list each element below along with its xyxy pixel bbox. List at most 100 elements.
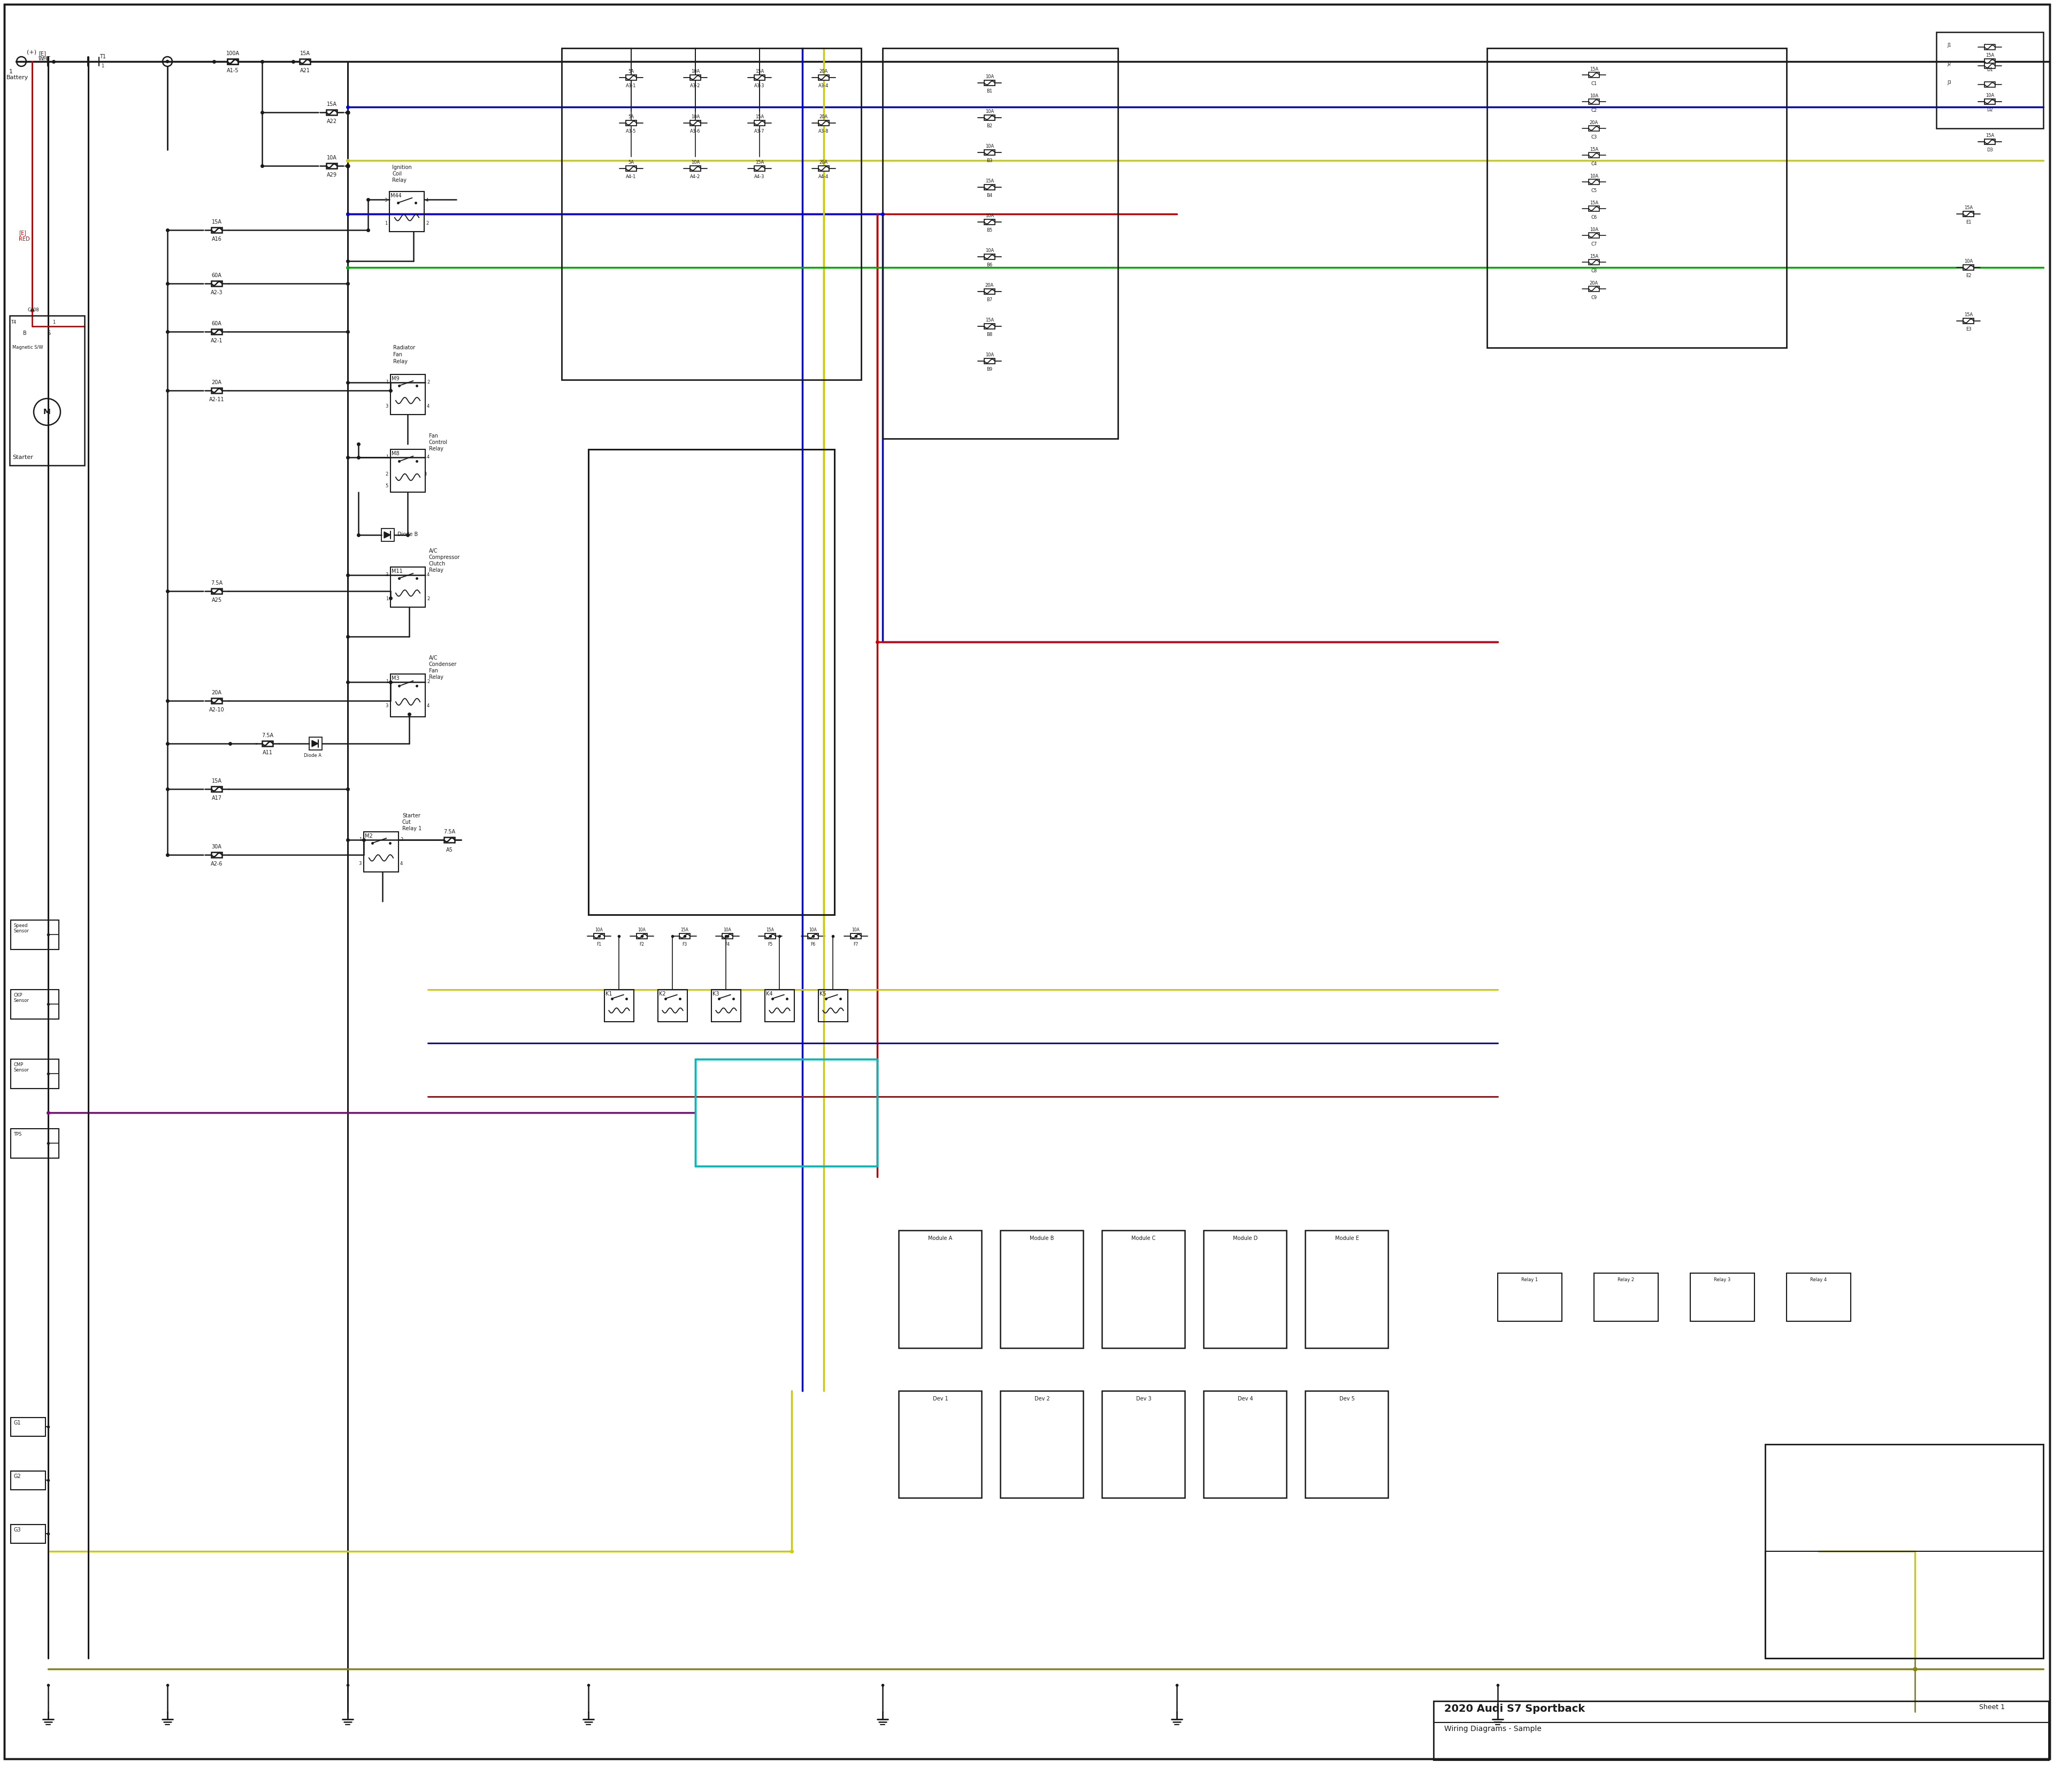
Text: A2-3: A2-3 xyxy=(212,290,222,296)
Text: F6: F6 xyxy=(811,943,815,946)
Text: 1: 1 xyxy=(386,380,388,385)
Text: A1-5: A1-5 xyxy=(226,68,238,73)
Text: Relay: Relay xyxy=(429,446,444,452)
Bar xyxy=(390,375,425,414)
Polygon shape xyxy=(312,740,318,747)
Text: T1: T1 xyxy=(99,54,107,59)
Bar xyxy=(212,699,222,704)
Text: Module D: Module D xyxy=(1232,1236,1257,1242)
Bar xyxy=(690,167,700,172)
Bar xyxy=(984,358,994,364)
Text: J2: J2 xyxy=(1947,61,1951,66)
Text: A16: A16 xyxy=(212,237,222,242)
Text: 4: 4 xyxy=(401,862,403,866)
Bar xyxy=(10,1471,45,1489)
Text: Clutch: Clutch xyxy=(429,561,446,566)
Text: D1: D1 xyxy=(1986,68,1992,72)
Text: 30A: 30A xyxy=(212,844,222,849)
Bar xyxy=(817,120,830,125)
Text: M9: M9 xyxy=(392,376,398,382)
Text: 10A: 10A xyxy=(1986,93,1994,99)
Bar xyxy=(310,737,322,751)
Bar xyxy=(10,1417,45,1435)
Bar xyxy=(1984,59,1994,65)
Bar xyxy=(1588,179,1600,185)
Text: K2: K2 xyxy=(659,991,665,996)
Text: Diode B: Diode B xyxy=(396,532,417,538)
Bar xyxy=(626,167,637,172)
Bar xyxy=(754,120,764,125)
Text: 15A: 15A xyxy=(327,102,337,108)
Bar xyxy=(984,151,994,156)
Text: Fan: Fan xyxy=(429,434,438,439)
Text: 4: 4 xyxy=(427,455,429,459)
Bar xyxy=(817,75,830,81)
Text: 4: 4 xyxy=(425,197,429,202)
Text: 2: 2 xyxy=(386,471,388,477)
Text: 20A: 20A xyxy=(1590,120,1598,125)
Text: Starter: Starter xyxy=(12,455,33,461)
Text: A4-4: A4-4 xyxy=(820,174,830,179)
Bar xyxy=(10,919,60,950)
Bar xyxy=(657,989,688,1021)
Bar xyxy=(1690,1272,1754,1321)
Bar xyxy=(10,315,84,466)
Text: B4: B4 xyxy=(986,194,992,197)
Text: C1: C1 xyxy=(1592,81,1596,86)
Bar xyxy=(754,167,764,172)
Text: Diode A: Diode A xyxy=(304,753,322,758)
Text: 10A: 10A xyxy=(986,143,994,149)
Bar xyxy=(900,1391,982,1498)
Text: A3-5: A3-5 xyxy=(626,129,637,134)
Text: C7: C7 xyxy=(1592,242,1598,247)
Text: F3: F3 xyxy=(682,943,688,946)
Text: 20A: 20A xyxy=(986,283,994,289)
Bar xyxy=(1588,233,1600,238)
Text: 10A: 10A xyxy=(1964,258,1972,263)
Bar xyxy=(984,81,994,86)
Text: K1: K1 xyxy=(606,991,612,996)
Text: 2: 2 xyxy=(427,597,429,602)
Text: 15A: 15A xyxy=(756,115,764,120)
Bar xyxy=(1101,1391,1185,1498)
Bar xyxy=(390,450,425,493)
Text: Magnetic S/W: Magnetic S/W xyxy=(12,346,43,349)
Text: Ignition: Ignition xyxy=(392,165,411,170)
Text: CMP
Sensor: CMP Sensor xyxy=(14,1063,29,1073)
Text: 1: 1 xyxy=(386,455,388,459)
Text: 15A: 15A xyxy=(756,70,764,73)
Text: K5: K5 xyxy=(820,991,826,996)
Text: E1: E1 xyxy=(1966,220,1972,224)
Text: 2020 Audi S7 Sportback: 2020 Audi S7 Sportback xyxy=(1444,1704,1586,1713)
Text: F7: F7 xyxy=(852,943,859,946)
Text: M11: M11 xyxy=(392,568,403,573)
Text: 10A: 10A xyxy=(809,928,817,932)
Text: K4: K4 xyxy=(766,991,772,996)
Bar xyxy=(807,934,817,939)
Text: 7.5A: 7.5A xyxy=(261,733,273,738)
Bar xyxy=(1588,206,1600,211)
Bar xyxy=(1594,1272,1658,1321)
Text: 10A: 10A xyxy=(723,928,731,932)
Bar xyxy=(228,59,238,65)
Text: Fan: Fan xyxy=(392,351,403,357)
Bar xyxy=(690,75,700,81)
Text: B8: B8 xyxy=(986,332,992,337)
Text: T4: T4 xyxy=(10,321,16,324)
Bar xyxy=(850,934,861,939)
Text: 7.5A: 7.5A xyxy=(212,581,222,586)
Text: J3: J3 xyxy=(1947,81,1951,84)
Bar xyxy=(711,989,741,1021)
Text: Relay: Relay xyxy=(392,177,407,183)
Text: 7.5A: 7.5A xyxy=(444,830,456,835)
Text: 15A: 15A xyxy=(986,179,994,183)
Text: 15A: 15A xyxy=(1986,133,1994,138)
Bar xyxy=(1000,1391,1082,1498)
Text: 10A: 10A xyxy=(327,156,337,161)
Text: B2: B2 xyxy=(986,124,992,129)
Text: B6: B6 xyxy=(986,263,992,267)
Text: Dev 4: Dev 4 xyxy=(1239,1396,1253,1401)
Bar xyxy=(212,588,222,593)
Bar xyxy=(883,48,1117,439)
Bar xyxy=(984,219,994,224)
